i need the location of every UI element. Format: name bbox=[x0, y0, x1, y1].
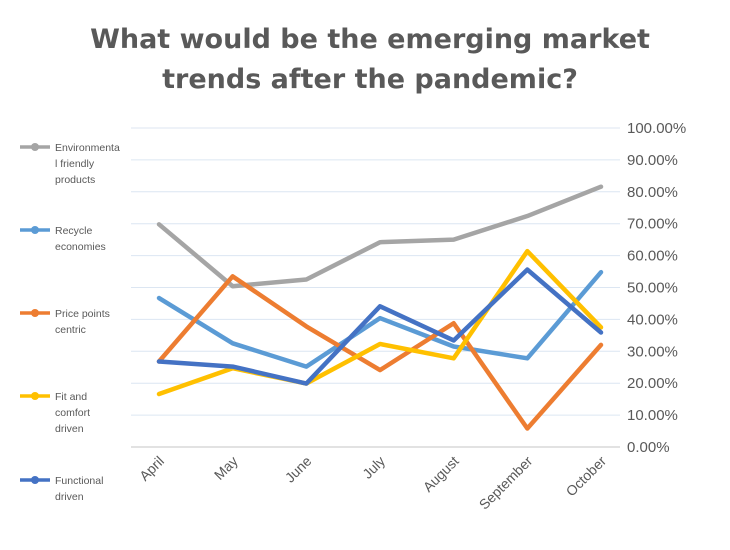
legend-marker bbox=[31, 309, 39, 317]
legend-label: driven bbox=[55, 423, 84, 435]
x-tick-label: May bbox=[211, 453, 241, 483]
x-tick-label: June bbox=[282, 453, 315, 486]
chart-title: What would be the emerging market bbox=[90, 24, 650, 55]
legend-label: l friendly bbox=[55, 158, 95, 170]
legend-label: Recycle bbox=[55, 225, 93, 237]
x-tick-label: September bbox=[476, 453, 536, 513]
legend-label: Price points bbox=[55, 308, 110, 320]
chart-title: trends after the pandemic? bbox=[162, 64, 578, 95]
legend-marker bbox=[31, 226, 39, 234]
x-tick-label: August bbox=[420, 453, 462, 495]
series-line bbox=[156, 248, 604, 397]
y-tick-label: 20.00% bbox=[627, 375, 678, 392]
y-tick-label: 10.00% bbox=[627, 407, 678, 424]
legend-label: driven bbox=[55, 491, 84, 503]
legend-label: Functional bbox=[55, 475, 103, 487]
x-tick-label: October bbox=[563, 453, 610, 500]
y-tick-label: 50.00% bbox=[627, 280, 678, 297]
legend-marker bbox=[31, 392, 39, 400]
legend-label: products bbox=[55, 174, 95, 186]
y-tick-label: 60.00% bbox=[627, 248, 678, 265]
y-tick-label: 40.00% bbox=[627, 311, 678, 328]
legend-marker bbox=[31, 476, 39, 484]
y-tick-label: 30.00% bbox=[627, 343, 678, 360]
y-tick-label: 100.00% bbox=[627, 120, 686, 137]
y-tick-label: 70.00% bbox=[627, 216, 678, 233]
legend-label: comfort bbox=[55, 407, 90, 419]
y-tick-label: 0.00% bbox=[627, 439, 670, 456]
legend-label: Fit and bbox=[55, 391, 87, 403]
y-tick-label: 90.00% bbox=[627, 152, 678, 169]
series-line bbox=[156, 184, 604, 289]
x-tick-label: July bbox=[359, 453, 388, 482]
legend-label: Environmenta bbox=[55, 142, 120, 154]
legend-marker bbox=[31, 143, 39, 151]
x-tick-label: April bbox=[136, 453, 167, 484]
legend-label: economies bbox=[55, 241, 106, 253]
legend-label: centric bbox=[55, 324, 86, 336]
y-tick-label: 80.00% bbox=[627, 184, 678, 201]
